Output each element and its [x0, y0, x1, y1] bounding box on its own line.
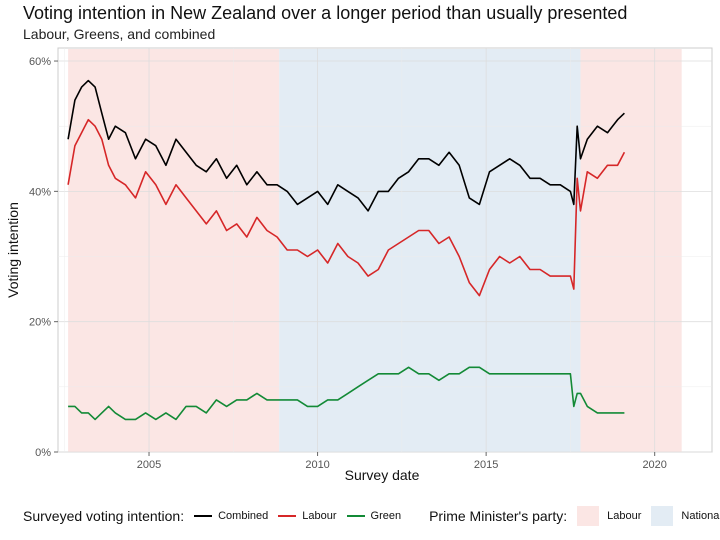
pm-period-bands: [68, 49, 682, 452]
pm-legend-title: Prime Minister's party:: [429, 508, 568, 524]
x-axis-title: Survey date: [345, 467, 420, 483]
chart-title: Voting intention in New Zealand over a l…: [23, 3, 628, 23]
chart-subtitle: Labour, Greens, and combined: [23, 26, 216, 42]
series-line-combined: [67, 79, 625, 212]
legend-label-combined: Combined: [218, 510, 269, 522]
series-legend-title: Surveyed voting intention:: [23, 508, 185, 524]
y-tick-label-3: 60%: [29, 56, 51, 68]
legend-label-pm-labour: Labour: [607, 510, 642, 522]
y-tick-label-1: 20%: [29, 317, 51, 329]
x-tick-label-3: 2020: [642, 459, 666, 471]
y-axis-ticks: 0% 20% 40% 60%: [29, 56, 58, 459]
x-tick-label-2: 2015: [474, 459, 498, 471]
legend-key-labour: [278, 515, 297, 517]
legend-key-green: [346, 515, 365, 517]
y-axis-title: Voting intention: [5, 202, 21, 298]
x-tick-label-1: 2010: [305, 459, 329, 471]
legend-item-green: Green: [346, 510, 402, 522]
y-tick-label-0: 0%: [35, 447, 51, 459]
legend-label-pm-national: National: [681, 510, 720, 522]
legend: Surveyed voting intention: Combined Labo…: [23, 506, 720, 526]
pm-band-1: [279, 49, 581, 452]
legend-key-combined: [194, 515, 213, 517]
legend-item-pm-national: National: [651, 506, 720, 526]
chart-plot: 2005 2010 2015 2020 0% 20% 40% 60% Survey date…: [5, 47, 713, 483]
series-line-green: [68, 366, 625, 421]
legend-label-green: Green: [370, 510, 402, 522]
x-tick-label-0: 2005: [137, 459, 161, 471]
legend-item-labour: Labour: [278, 510, 337, 522]
pm-band-2: [580, 49, 682, 452]
y-tick-label-2: 40%: [29, 186, 51, 198]
legend-item-combined: Combined: [194, 510, 268, 522]
legend-label-labour: Labour: [302, 510, 337, 522]
pm-band-0: [68, 49, 280, 452]
series-line-labour: [67, 118, 626, 297]
series-lines: [67, 79, 626, 421]
legend-key-pm-labour: [577, 506, 600, 526]
legend-item-pm-labour: Labour: [577, 506, 641, 526]
x-axis-ticks: 2005 2010 2015 2020: [137, 452, 667, 471]
legend-key-pm-national: [651, 506, 674, 526]
